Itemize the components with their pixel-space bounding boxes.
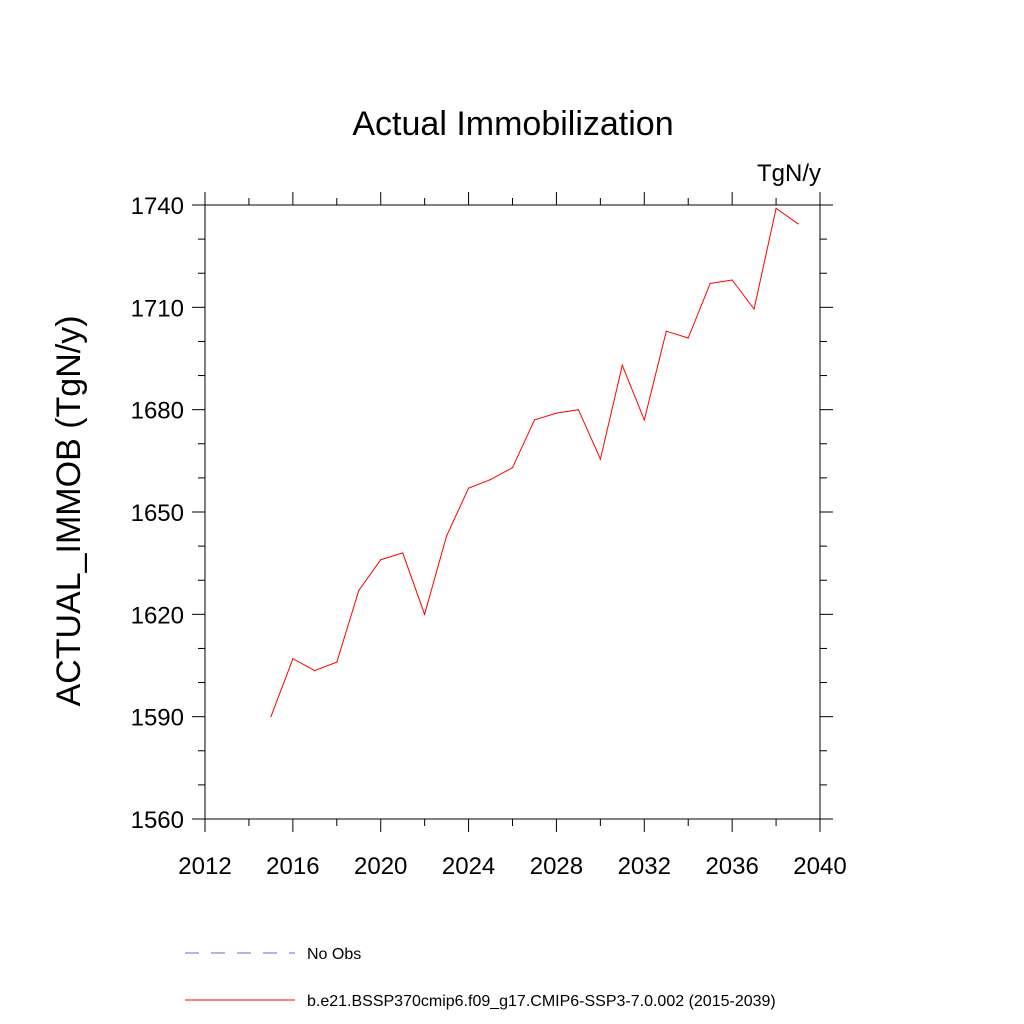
data-point (775, 207, 777, 210)
data-point (358, 589, 360, 592)
data-point (577, 409, 579, 411)
y-tick-label: 1590 (131, 705, 184, 732)
data-point (424, 613, 426, 615)
legend: No Obs b.e21.BSSP370cmip6.f09_g17.CMIP6-S… (185, 946, 776, 1010)
x-tick-label: 2024 (442, 853, 495, 880)
x-tick-label: 2012 (178, 853, 231, 880)
data-point (643, 419, 645, 421)
data-point (270, 716, 272, 718)
data-point (687, 337, 689, 339)
legend-label: No Obs (307, 946, 361, 963)
data-point (314, 670, 316, 672)
x-tick-labels: 2012 2016 2020 2024 2028 2032 2036 2040 (178, 853, 846, 880)
data-point (446, 535, 448, 537)
y-tick-label: 1740 (131, 193, 184, 220)
data-point (380, 559, 382, 561)
data-point (731, 279, 733, 281)
x-tick-label: 2032 (618, 853, 671, 880)
y-axis-label: ACTUAL_IMMOB (TgN/y) (50, 315, 88, 706)
data-point (533, 419, 536, 421)
plot-frame (204, 204, 821, 820)
data-point (292, 658, 294, 660)
series-group (270, 207, 799, 718)
data-point (797, 223, 799, 225)
x-tick-label: 2036 (705, 853, 758, 880)
y-tick-labels: 1560 1590 1620 1650 1680 1710 1740 (131, 193, 184, 834)
data-point (402, 552, 404, 554)
data-point (665, 330, 667, 332)
x-tick-label: 2028 (530, 853, 583, 880)
x-tick-label: 2020 (354, 853, 407, 880)
y-tick-label: 1680 (131, 398, 184, 425)
data-point (511, 467, 514, 469)
y-tick-label: 1650 (131, 500, 184, 527)
chart-title: Actual Immobilization (352, 105, 673, 143)
data-point (467, 487, 470, 489)
data-point (599, 458, 601, 460)
y-tick-label: 1620 (131, 602, 184, 629)
x-tick-label: 2016 (266, 853, 319, 880)
data-point (336, 661, 338, 663)
data-point (753, 308, 755, 310)
units-label: TgN/y (757, 160, 821, 187)
data-point (489, 478, 492, 481)
data-point (709, 282, 711, 285)
series-line (270, 207, 799, 717)
y-tick-label: 1560 (131, 807, 184, 834)
x-tick-label: 2040 (793, 853, 846, 880)
data-point (555, 412, 558, 414)
y-tick-label: 1710 (131, 295, 184, 322)
legend-label: b.e21.BSSP370cmip6.f09_g17.CMIP6-SSP3-7.… (307, 993, 776, 1010)
data-point (621, 364, 623, 366)
axis-ticks (192, 192, 833, 832)
